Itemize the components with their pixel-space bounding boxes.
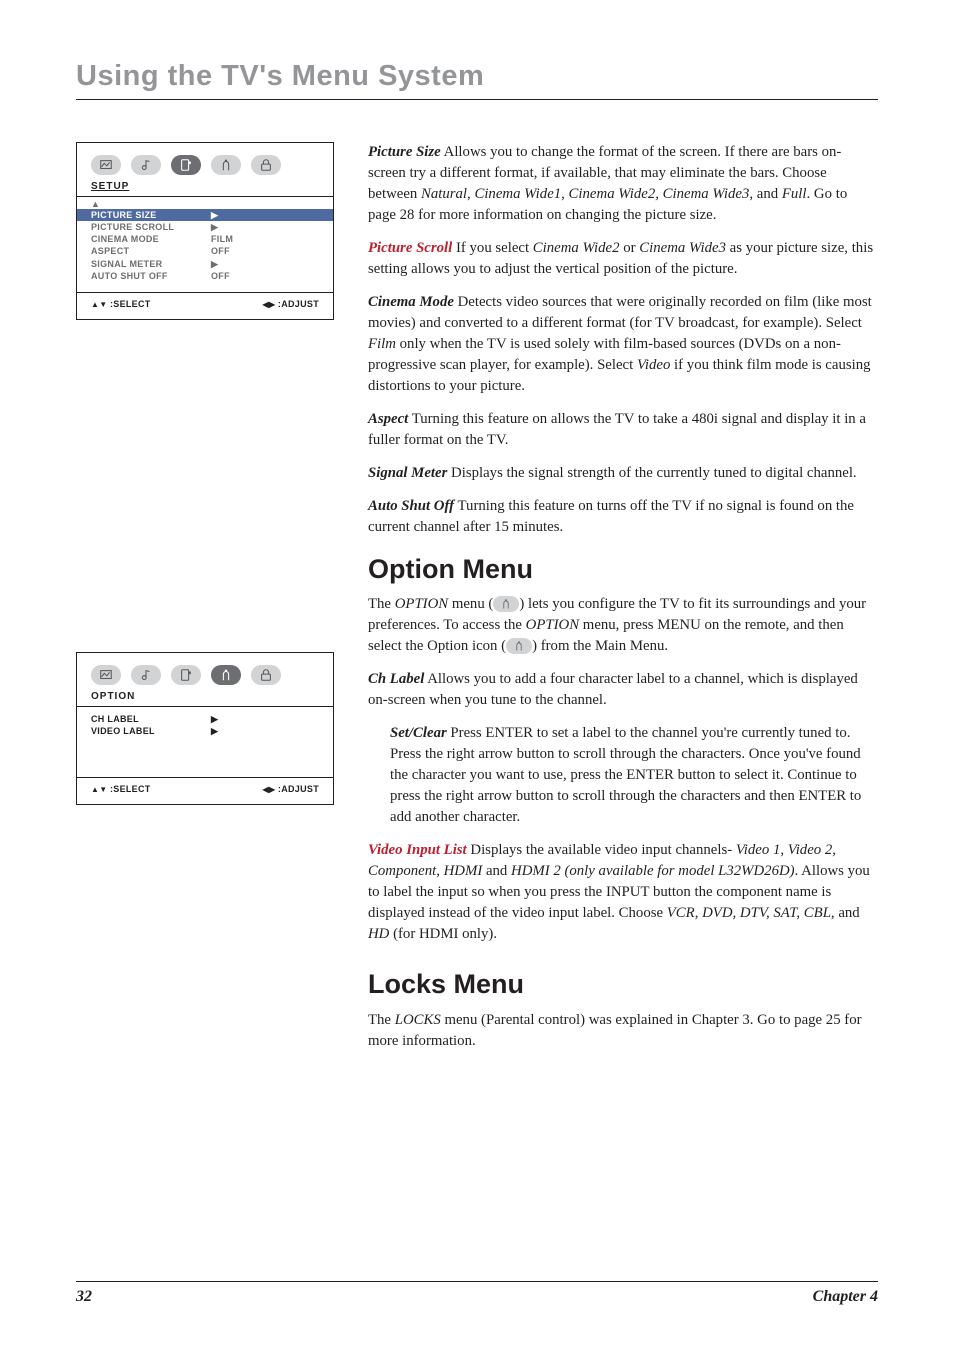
setup-icon	[171, 665, 201, 685]
left-column: SETUP ▲ PICTURE SIZE ▶ PICTURE SCROLL ▶ …	[76, 142, 334, 1064]
option-icon	[211, 665, 241, 685]
osd-row: VIDEO LABEL ▶	[91, 725, 319, 737]
osd-row-label: ASPECT	[91, 245, 211, 257]
sound-icon	[131, 665, 161, 685]
option-icon	[493, 596, 519, 612]
osd-setup-footer: ▲▼ :SELECT ◀▶ :ADJUST	[77, 293, 333, 319]
osd-row-label: PICTURE SCROLL	[91, 221, 211, 233]
osd-option-items: CH LABEL ▶ VIDEO LABEL ▶	[77, 707, 333, 777]
term: Ch Label	[368, 671, 424, 687]
term: Picture Size	[368, 144, 441, 160]
osd-option-title: OPTION	[77, 691, 333, 706]
content-columns: SETUP ▲ PICTURE SIZE ▶ PICTURE SCROLL ▶ …	[76, 142, 878, 1064]
term: Aspect	[368, 411, 408, 427]
osd-setup-iconbar	[77, 143, 333, 181]
term: Auto Shut Off	[368, 498, 454, 514]
osd-row-value: OFF	[211, 245, 319, 257]
osd-row: SIGNAL METER ▶	[91, 258, 319, 270]
osd-row-label: CH LABEL	[91, 713, 211, 725]
osd-row-value: ▶	[211, 221, 319, 233]
osd-row-value: ▶	[211, 209, 319, 221]
osd-row-label: AUTO SHUT OFF	[91, 270, 211, 282]
title-rule	[76, 99, 878, 100]
osd-row-label: VIDEO LABEL	[91, 725, 211, 737]
osd-row: CH LABEL ▶	[91, 713, 319, 725]
sound-icon	[131, 155, 161, 175]
para-aspect: Aspect Turning this feature on allows th…	[368, 409, 878, 451]
osd-option-footer: ▲▼ :SELECT ◀▶ :ADJUST	[77, 778, 333, 804]
osd-row-label: CINEMA MODE	[91, 233, 211, 245]
option-icon	[211, 155, 241, 175]
osd-setup: SETUP ▲ PICTURE SIZE ▶ PICTURE SCROLL ▶ …	[76, 142, 334, 320]
osd-row-label: SIGNAL METER	[91, 258, 211, 270]
footer-row: 32 Chapter 4	[76, 1288, 878, 1306]
term: Set/Clear	[390, 725, 447, 741]
para-auto-shut-off: Auto Shut Off Turning this feature on tu…	[368, 496, 878, 538]
osd-row: CINEMA MODE FILM	[91, 233, 319, 245]
option-icon	[506, 638, 532, 654]
osd-footer-right: ◀▶ :ADJUST	[262, 299, 319, 309]
osd-row-value: FILM	[211, 233, 319, 245]
page-footer: 32 Chapter 4	[76, 1281, 878, 1306]
spacer	[76, 362, 334, 652]
term: Video Input List	[368, 842, 467, 858]
osd-row: PICTURE SIZE ▶	[77, 209, 333, 221]
setup-icon	[171, 155, 201, 175]
picture-icon	[91, 665, 121, 685]
picture-icon	[91, 155, 121, 175]
osd-row: AUTO SHUT OFF OFF	[91, 270, 319, 282]
para-ch-label: Ch Label Allows you to add a four charac…	[368, 669, 878, 711]
osd-row-label: PICTURE SIZE	[91, 209, 211, 221]
page-number: 32	[76, 1288, 92, 1306]
para-option-intro: The OPTION menu () lets you configure th…	[368, 594, 878, 657]
para-picture-scroll: Picture Scroll If you select Cinema Wide…	[368, 238, 878, 280]
osd-option: OPTION CH LABEL ▶ VIDEO LABEL ▶ ▲▼ :SELE…	[76, 652, 334, 805]
chapter-title: Using the TV's Menu System	[76, 60, 878, 93]
para-cinema-mode: Cinema Mode Detects video sources that w…	[368, 292, 878, 397]
osd-footer-right: ◀▶ :ADJUST	[262, 784, 319, 794]
osd-row-value: ▶	[211, 725, 319, 737]
osd-setup-items: PICTURE SIZE ▶ PICTURE SCROLL ▶ CINEMA M…	[77, 209, 333, 292]
osd-row: PICTURE SCROLL ▶	[91, 221, 319, 233]
para-picture-size: Picture Size Allows you to change the fo…	[368, 142, 878, 226]
term: Cinema Mode	[368, 294, 454, 310]
lock-icon	[251, 155, 281, 175]
term: Signal Meter	[368, 465, 447, 481]
osd-up-arrow: ▲	[77, 197, 333, 209]
heading-locks-menu: Locks Menu	[368, 965, 878, 1003]
lock-icon	[251, 665, 281, 685]
para-locks: The LOCKS menu (Parental control) was ex…	[368, 1010, 878, 1052]
osd-row: ASPECT OFF	[91, 245, 319, 257]
osd-row-value: ▶	[211, 258, 319, 270]
para-signal-meter: Signal Meter Displays the signal strengt…	[368, 463, 878, 484]
osd-row-value: ▶	[211, 713, 319, 725]
osd-setup-title: SETUP	[77, 181, 333, 196]
osd-footer-left: ▲▼ :SELECT	[91, 784, 151, 794]
term: Picture Scroll	[368, 240, 452, 256]
para-video-input-list: Video Input List Displays the available …	[368, 840, 878, 945]
para-set-clear: Set/Clear Press ENTER to set a label to …	[390, 723, 878, 828]
chapter-label: Chapter 4	[813, 1288, 878, 1306]
heading-option-menu: Option Menu	[368, 550, 878, 588]
osd-footer-left: ▲▼ :SELECT	[91, 299, 151, 309]
footer-rule	[76, 1281, 878, 1282]
osd-option-iconbar	[77, 653, 333, 691]
osd-row-value: OFF	[211, 270, 319, 282]
right-column: Picture Size Allows you to change the fo…	[368, 142, 878, 1064]
